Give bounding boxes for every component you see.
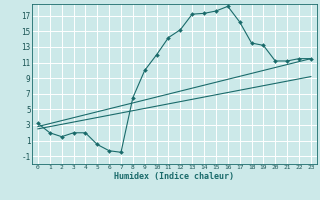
X-axis label: Humidex (Indice chaleur): Humidex (Indice chaleur) xyxy=(115,172,234,181)
